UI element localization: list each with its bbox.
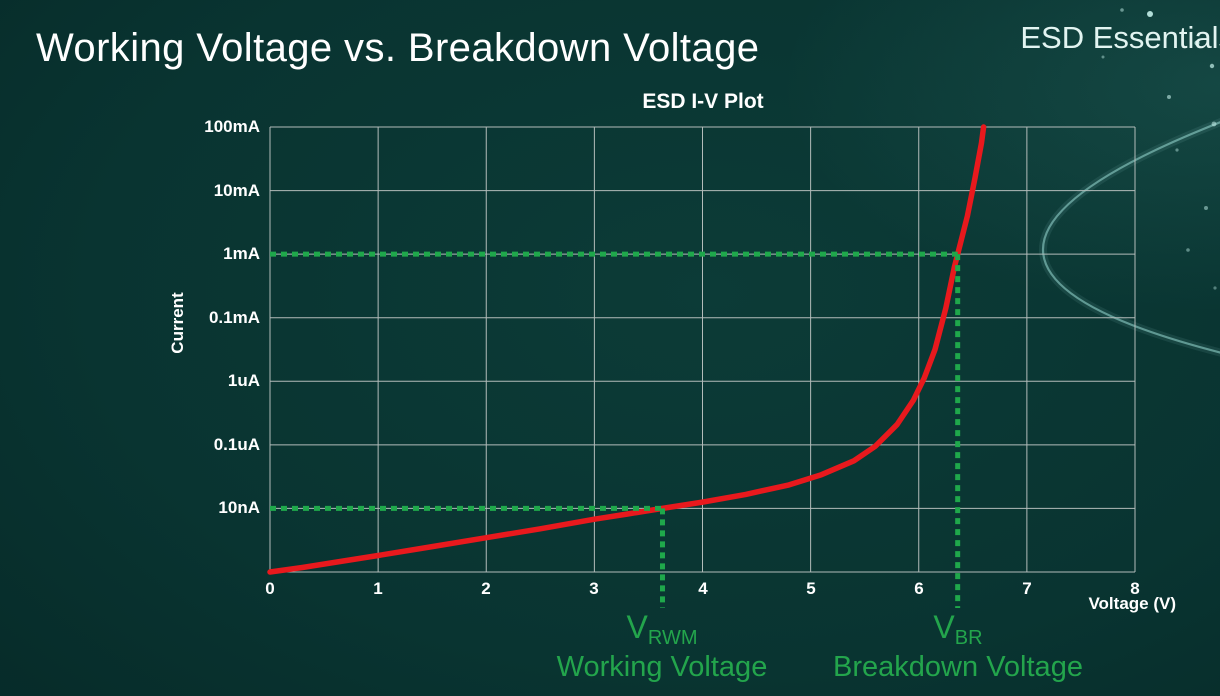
- decor-dot: [1120, 8, 1124, 12]
- vbr-symbol: VBR: [833, 610, 1083, 649]
- y-tick-label: 0.1uA: [213, 435, 260, 454]
- vbr-symbol-sub: BR: [954, 627, 983, 649]
- vbr-symbol-letter: V: [933, 609, 955, 645]
- y-tick-label: 0.1mA: [208, 308, 260, 327]
- vbr-caption: Breakdown Voltage: [833, 651, 1083, 683]
- vrwm-symbol: VRWM: [557, 610, 768, 649]
- vrwm-annotation: VRWM Working Voltage: [557, 610, 768, 683]
- iv-curve: [267, 124, 987, 575]
- decor-dot: [1147, 11, 1153, 17]
- decor-dot: [1204, 206, 1208, 210]
- x-axis-title: Voltage (V): [1088, 594, 1176, 613]
- y-tick-label: 10mA: [213, 181, 260, 200]
- x-tick-label: 4: [698, 579, 708, 598]
- y-tick-label: 1uA: [227, 371, 260, 390]
- vrwm-symbol-letter: V: [626, 609, 648, 645]
- decor-dot: [1175, 148, 1179, 152]
- decor-dot: [1211, 121, 1217, 127]
- y-tick-label: 10nA: [218, 498, 260, 517]
- x-tick-label: 1: [373, 579, 383, 598]
- x-tick-label: 8: [1130, 579, 1140, 598]
- x-tick-label: 0: [265, 579, 275, 598]
- slide-title: Working Voltage vs. Breakdown Voltage: [36, 26, 760, 70]
- y-tick-label: 100mA: [204, 117, 260, 136]
- decor-dot: [1213, 286, 1217, 290]
- decor-dot: [1209, 63, 1215, 69]
- vrwm-symbol-sub: RWM: [647, 627, 698, 649]
- decor-swoosh: [1042, 121, 1220, 354]
- x-tick-label: 5: [806, 579, 816, 598]
- x-tick-label: 2: [481, 579, 491, 598]
- y-tick-label: 1mA: [223, 244, 260, 263]
- decor-swoosh-glow: [1039, 118, 1220, 357]
- x-tick-label: 7: [1022, 579, 1032, 598]
- brand-text: ESD Essentials: [1020, 20, 1220, 55]
- vbr-annotation: VBR Breakdown Voltage: [833, 610, 1083, 683]
- x-tick-label: 6: [914, 579, 924, 598]
- chart-title: ESD I-V Plot: [642, 90, 764, 113]
- x-tick-label: 3: [589, 579, 599, 598]
- decor-dot: [1186, 248, 1190, 252]
- vrwm-caption: Working Voltage: [556, 651, 768, 683]
- decor-dot: [1167, 95, 1171, 99]
